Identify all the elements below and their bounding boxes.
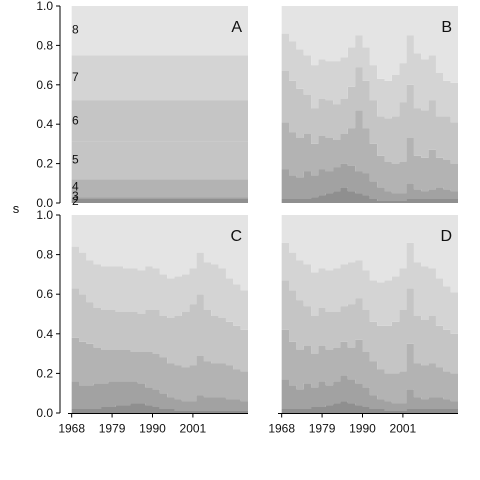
area-band-A-5 xyxy=(71,100,249,142)
panel-D: D 1968 1979 1990 2001 xyxy=(268,215,458,436)
panel-C: C 0.0 0.2 0.4 0.6 0.8 1.0 1968 1979 1990 2001 xyxy=(36,208,249,436)
panel-label-C: C xyxy=(230,228,242,245)
panel-B: B xyxy=(281,6,458,203)
x-tick-label-C-2001: 2001 xyxy=(180,422,207,436)
y-tick-label-C-1.0: 1.0 xyxy=(36,208,53,222)
level-label-5: 5 xyxy=(72,153,79,167)
y-tick-label-C-0.2: 0.2 xyxy=(36,366,53,380)
y-tick-label-A-0.8: 0.8 xyxy=(36,38,53,52)
panel-label-B: B xyxy=(441,19,452,36)
y-tick-label-A-0.4: 0.4 xyxy=(36,117,53,131)
y-tick-label-A-0.0: 0.0 xyxy=(36,196,53,210)
area-band-C-3 xyxy=(71,337,249,402)
area-band-A-2 xyxy=(71,197,249,200)
area-band-B-2 xyxy=(281,163,458,202)
area-band-B-5 xyxy=(281,33,458,133)
area-band-A-3 xyxy=(71,179,249,198)
area-band-A-4 xyxy=(71,141,249,180)
x-tick-label-D-1979: 1979 xyxy=(309,422,336,436)
x-tick-label-D-1990: 1990 xyxy=(349,422,376,436)
level-label-6: 6 xyxy=(72,113,79,127)
panel-label-D: D xyxy=(440,228,452,245)
area-band-B-3 xyxy=(281,110,458,194)
level-label-7: 7 xyxy=(72,70,79,84)
x-tick-label-D-2001: 2001 xyxy=(390,422,417,436)
y-tick-label-A-0.6: 0.6 xyxy=(36,78,53,92)
area-band-C-6 xyxy=(71,215,249,295)
y-tick-label-A-0.2: 0.2 xyxy=(36,157,53,171)
area-band-D-5 xyxy=(281,242,458,342)
area-band-B-6 xyxy=(281,6,458,91)
area-band-C-2 xyxy=(71,381,249,412)
panel-label-A: A xyxy=(231,19,242,36)
area-band-A-6 xyxy=(71,55,249,101)
area-band-C-5 xyxy=(71,246,249,334)
panels-layer: A 8 7 6 5 432 0.0 0.2 0.4 0.6 0.8 1.0 B C 0.0 0.2 0.4 0.6… xyxy=(36,0,458,436)
panel-A: A 8 7 6 5 432 0.0 0.2 0.4 0.6 0.8 1.0 xyxy=(36,0,249,210)
y-tick-label-C-0.4: 0.4 xyxy=(36,327,53,341)
y-tick-label-C-0.8: 0.8 xyxy=(36,248,53,262)
level-label-2: 2 xyxy=(72,194,79,208)
x-tick-label-D-1968: 1968 xyxy=(268,422,295,436)
y-tick-label-C-0.6: 0.6 xyxy=(36,287,53,301)
y-axis-title: s xyxy=(13,201,20,216)
level-label-3: 3 xyxy=(72,189,79,203)
level-label-4: 4 xyxy=(72,179,79,193)
y-tick-label-A-1.0: 1.0 xyxy=(36,0,53,13)
level-label-8: 8 xyxy=(72,23,79,37)
y-tick-label-C-0.0: 0.0 xyxy=(36,406,53,420)
x-tick-label-C-1990: 1990 xyxy=(139,422,166,436)
x-tick-label-C-1979: 1979 xyxy=(99,422,126,436)
area-band-A-1 xyxy=(71,199,249,203)
area-band-D-6 xyxy=(281,215,458,301)
x-tick-label-C-1968: 1968 xyxy=(58,422,85,436)
y-axis-title-group: s xyxy=(13,201,20,216)
area-band-A-7 xyxy=(71,6,249,56)
